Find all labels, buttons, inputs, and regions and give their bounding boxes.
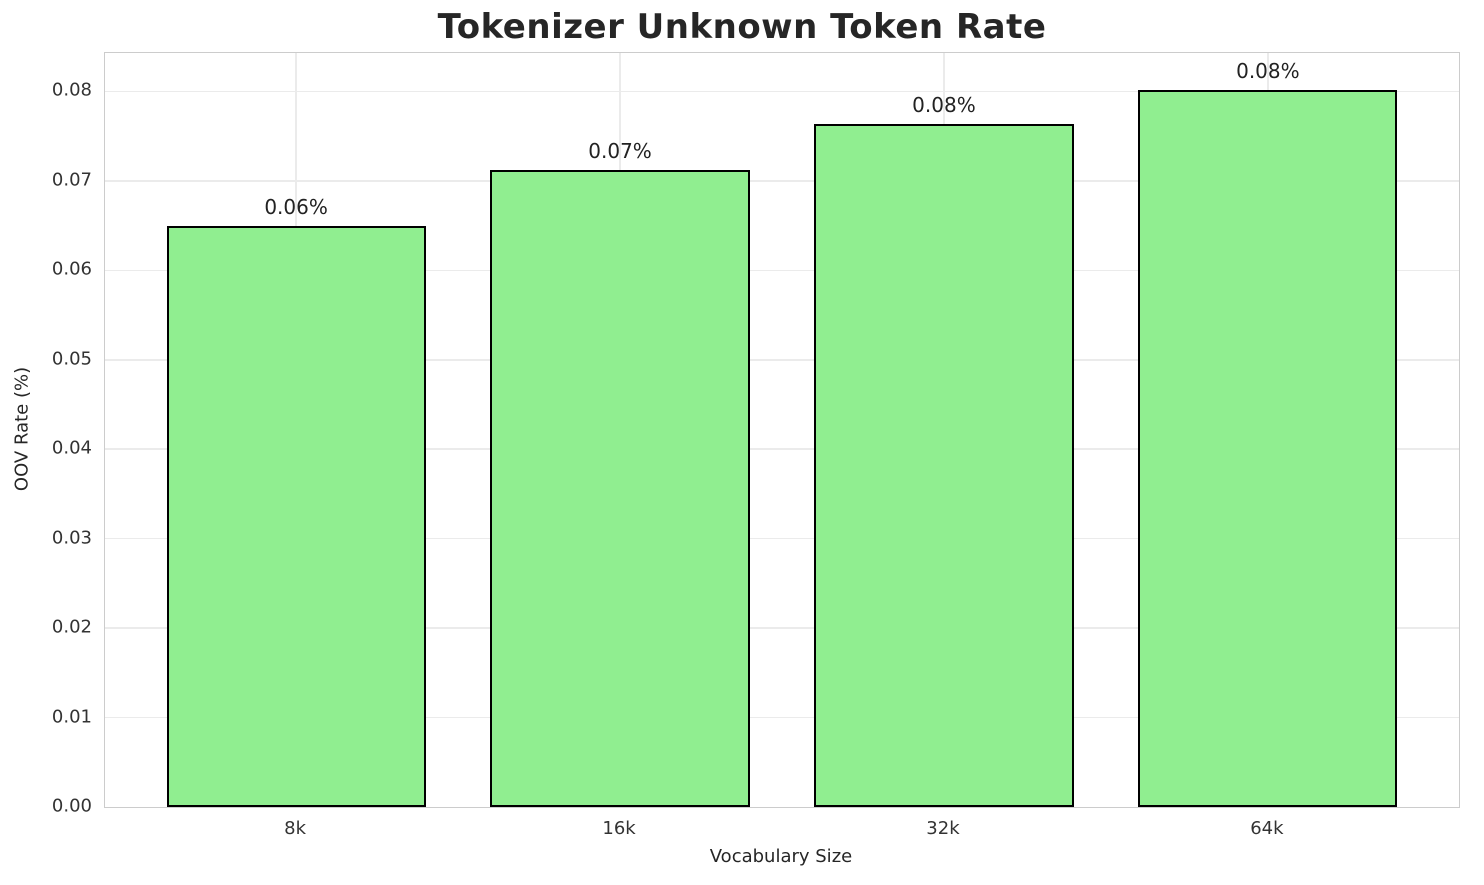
y-tick-label: 0.08 <box>51 79 92 101</box>
bar-value-label: 0.06% <box>264 194 328 219</box>
y-tick-label: 0.01 <box>51 706 92 728</box>
bar-value-label: 0.07% <box>588 139 652 164</box>
y-tick-label: 0.03 <box>51 527 92 549</box>
chart-title: Tokenizer Unknown Token Rate <box>437 7 1047 47</box>
y-tick-label: 0.04 <box>51 437 92 459</box>
x-tick-label: 8k <box>284 818 307 839</box>
y-axis-tick-labels: 0.00 0.01 0.02 0.03 0.04 0.05 0.06 0.07 0.08 <box>0 52 92 817</box>
y-tick-label: 0.00 <box>51 795 92 817</box>
x-axis-label: Vocabulary Size <box>709 846 853 867</box>
y-gridline <box>105 716 1459 719</box>
bar-value-label: 0.08% <box>912 92 976 117</box>
x-axis-tick-labels: 8k 16k 32k 64k <box>104 808 1458 840</box>
x-tick-label: 32k <box>926 818 960 839</box>
y-gridline <box>105 537 1459 540</box>
y-gridline <box>105 448 1459 450</box>
plot-area: 0.06% 0.07% 0.08% 0.08% <box>104 52 1460 808</box>
y-gridline <box>105 359 1459 361</box>
y-gridline <box>105 180 1459 182</box>
bar-32k <box>814 123 1074 807</box>
bar-16k <box>490 170 750 807</box>
y-tick-label: 0.07 <box>51 169 92 191</box>
y-gridline <box>105 627 1459 629</box>
y-tick-label: 0.02 <box>51 616 92 638</box>
x-tick-label: 16k <box>602 818 636 839</box>
y-gridline <box>105 90 1459 93</box>
bar-value-label: 0.08% <box>1236 58 1300 83</box>
y-tick-label: 0.05 <box>51 348 92 370</box>
bar-8k <box>166 225 426 807</box>
x-tick-label: 64k <box>1250 818 1284 839</box>
bar-64k <box>1138 89 1398 807</box>
y-tick-label: 0.06 <box>51 258 92 280</box>
y-gridline <box>105 269 1459 272</box>
